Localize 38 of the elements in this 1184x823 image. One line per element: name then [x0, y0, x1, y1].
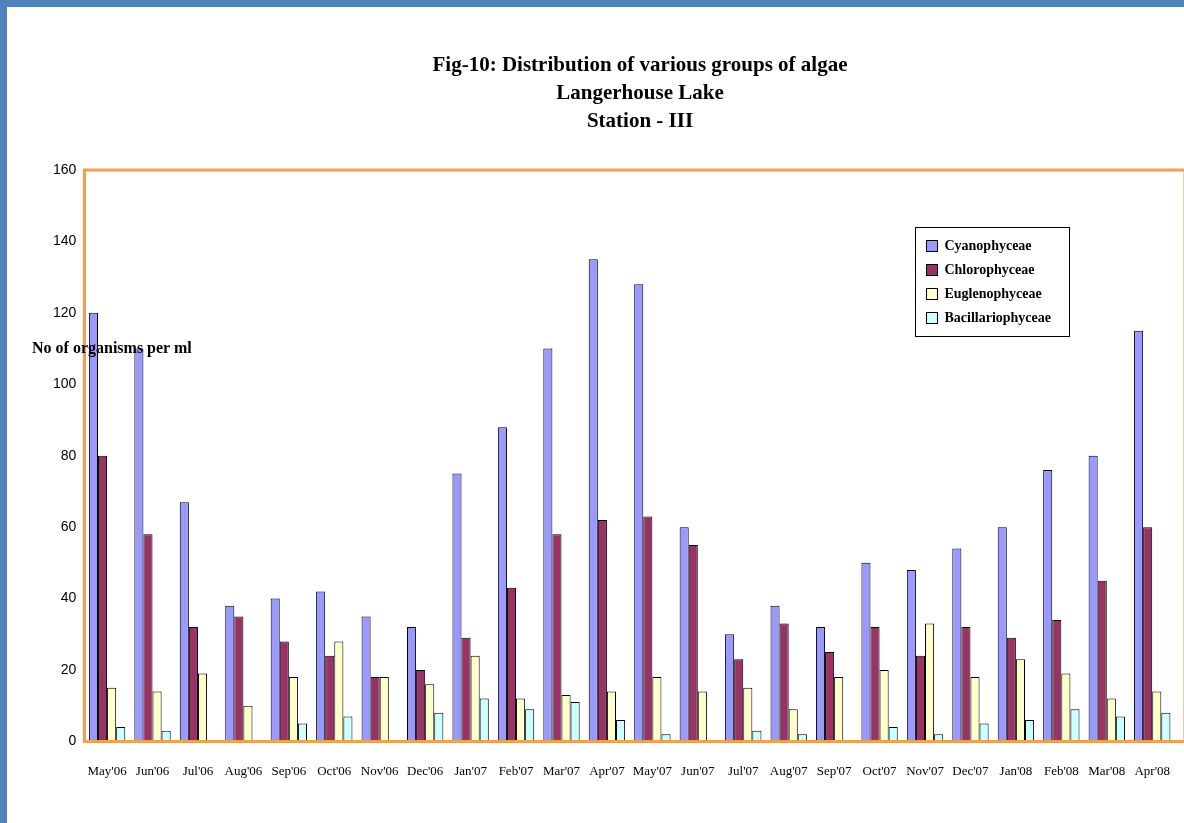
y-tick-label: 60: [60, 517, 77, 534]
x-tick-label: Mar'07: [542, 762, 581, 778]
x-tick-label: Apr'07: [589, 762, 626, 778]
x-tick-label: Sep'06: [271, 762, 307, 778]
y-tick-label: 0: [68, 732, 77, 749]
x-tick-label: Oct'06: [317, 762, 352, 778]
x-tick-label: Oct'07: [862, 762, 898, 778]
x-tick-label: Sep'07: [816, 762, 853, 778]
x-tick-label: Aug'07: [769, 762, 809, 778]
x-tick-label: May'06: [87, 762, 128, 778]
legend-label: Cyanophyceae: [944, 238, 1032, 254]
x-tick-label: Jul'06: [182, 762, 214, 778]
x-tick-label: Nov'07: [906, 762, 945, 778]
x-tick-label: Aug'06: [224, 762, 263, 778]
y-tick-label: 120: [53, 303, 77, 320]
y-tick-label: 140: [53, 232, 77, 249]
y-tick-label: 80: [60, 446, 77, 463]
x-tick-label: Jan'08: [999, 762, 1033, 778]
y-tick-label: 40: [60, 589, 77, 606]
x-tick-label: Feb'08: [1043, 762, 1079, 778]
x-tick-label: Apr'08: [1134, 762, 1170, 778]
x-tick-label: Nov'06: [360, 762, 400, 778]
chart-title: Fig-10: Distribution of various groups of algae Langerhouse Lake Station - III: [431, 51, 849, 134]
x-tick-label: Feb'07: [498, 762, 534, 778]
x-tick-label: May'07: [632, 762, 673, 778]
x-tick-label: Dec'07: [952, 762, 990, 778]
x-tick-label: Jan'07: [454, 762, 488, 778]
y-tick-label: 100: [53, 375, 77, 392]
y-tick-label: 20: [60, 660, 77, 677]
y-tick-label: 160: [53, 160, 77, 177]
legend-label: Euglenophyceae: [944, 286, 1042, 302]
x-tick-label: Mar'08: [1088, 762, 1126, 778]
x-tick-label: Jun'06: [135, 762, 170, 778]
legend-label: Chlorophyceae: [944, 262, 1035, 278]
legend-label: Bacillariophyceae: [944, 310, 1051, 326]
x-tick-label: Jul'07: [727, 762, 760, 778]
x-tick-label: Jun'07: [681, 762, 716, 778]
x-tick-label: Dec'06: [407, 762, 444, 778]
